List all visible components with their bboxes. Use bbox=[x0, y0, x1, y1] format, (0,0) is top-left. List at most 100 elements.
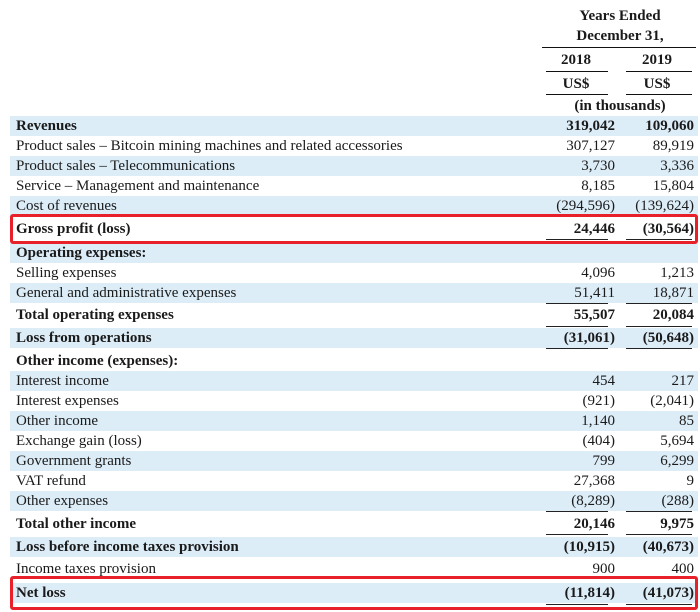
row-label: Product sales – Telecommunications bbox=[16, 158, 236, 174]
value-2019: (40,673) bbox=[642, 539, 694, 555]
currency-2018-rule bbox=[546, 94, 608, 95]
value-2018: 8,185 bbox=[581, 178, 615, 194]
year-2018-rule bbox=[546, 71, 608, 72]
table-row: General and administrative expenses 51,4… bbox=[10, 283, 698, 303]
period-header-line2: December 31, bbox=[576, 28, 664, 44]
value-2019: (50,648) bbox=[642, 330, 694, 346]
year-2018-header: 2018 bbox=[561, 52, 591, 68]
table-row-gross-profit: Gross profit (loss) 24,446 (30,564) bbox=[10, 219, 698, 239]
table-row-total-operating-expenses: Total operating expenses 55,507 20,084 bbox=[10, 305, 698, 325]
row-label: Interest expenses bbox=[16, 393, 119, 409]
value-2019: (30,564) bbox=[642, 221, 694, 237]
table-row-revenues: Revenues 319,042 109,060 bbox=[10, 116, 698, 136]
subtotal-rule-2019 bbox=[626, 534, 692, 535]
highlight-box-gross-profit bbox=[10, 214, 698, 244]
subtotal-rule-2018 bbox=[546, 326, 608, 327]
currency-2018-header: US$ bbox=[562, 76, 590, 92]
table-row: Selling expenses 4,096 1,213 bbox=[10, 263, 698, 283]
value-2019: 89,919 bbox=[652, 138, 694, 154]
currency-2019-header: US$ bbox=[643, 76, 671, 92]
value-2018: 4,096 bbox=[581, 265, 615, 281]
value-2018: 55,507 bbox=[573, 307, 615, 323]
table-row: VAT refund 27,368 9 bbox=[10, 471, 698, 491]
table-row: Other expenses (8,289) (288) bbox=[10, 491, 698, 511]
table-row-section-operating-expenses: Operating expenses: bbox=[10, 243, 698, 263]
value-2019: 5,694 bbox=[660, 433, 694, 449]
value-2019: 15,804 bbox=[652, 178, 694, 194]
year-2019-header: 2019 bbox=[642, 52, 672, 68]
table-row: Product sales – Telecommunications 3,730… bbox=[10, 156, 698, 176]
value-2018: 51,411 bbox=[574, 285, 615, 301]
row-label: Service – Management and maintenance bbox=[16, 178, 260, 194]
value-2018: 900 bbox=[592, 561, 616, 577]
value-2019: (2,041) bbox=[650, 393, 694, 409]
table-row: Service – Management and maintenance 8,1… bbox=[10, 176, 698, 196]
table-row-income-taxes: Income taxes provision 900 400 bbox=[10, 559, 698, 579]
value-2018: (11,814) bbox=[564, 585, 615, 601]
value-2019: 109,060 bbox=[645, 118, 694, 134]
row-label: Total operating expenses bbox=[16, 307, 174, 323]
value-2018: 454 bbox=[592, 373, 616, 389]
row-label: Exchange gain (loss) bbox=[16, 433, 142, 449]
value-2019: 20,084 bbox=[652, 307, 694, 323]
row-label: Total other income bbox=[16, 516, 136, 532]
value-2019: 6,299 bbox=[660, 453, 694, 469]
table-row-loss-from-operations: Loss from operations (31,061) (50,648) bbox=[10, 328, 698, 348]
value-2019: 85 bbox=[679, 413, 694, 429]
row-label: Operating expenses: bbox=[16, 245, 147, 261]
value-2018: (31,061) bbox=[563, 330, 615, 346]
row-label: Other income (expenses): bbox=[16, 353, 179, 369]
subtotal-rule-2019 bbox=[626, 303, 692, 304]
subtotal-rule-2019 bbox=[626, 348, 692, 349]
value-2019: 18,871 bbox=[652, 285, 694, 301]
value-2019: 217 bbox=[671, 373, 695, 389]
value-2018: 307,127 bbox=[566, 138, 615, 154]
value-2018: 1,140 bbox=[581, 413, 615, 429]
value-2018: (294,596) bbox=[556, 198, 615, 214]
value-2019: (41,073) bbox=[642, 585, 694, 601]
subtotal-rule-2018 bbox=[546, 511, 608, 512]
table-row-loss-before-taxes: Loss before income taxes provision (10,9… bbox=[10, 537, 698, 557]
value-2018: 24,446 bbox=[573, 221, 615, 237]
value-2019: 9,975 bbox=[660, 516, 694, 532]
row-label: Selling expenses bbox=[16, 265, 117, 281]
value-2019: (139,624) bbox=[635, 198, 694, 214]
table-row: Interest expenses (921) (2,041) bbox=[10, 391, 698, 411]
row-label: Product sales – Bitcoin mining machines … bbox=[16, 138, 403, 154]
units-header: (in thousands) bbox=[574, 98, 666, 114]
value-2018: (921) bbox=[582, 393, 616, 409]
value-2018: (404) bbox=[582, 433, 616, 449]
value-2019: 9 bbox=[686, 473, 695, 489]
value-2018: 20,146 bbox=[573, 516, 615, 532]
currency-2019-rule bbox=[626, 94, 692, 95]
row-label: Other expenses bbox=[16, 493, 109, 509]
value-2019: 400 bbox=[671, 561, 695, 577]
table-row: Interest income 454 217 bbox=[10, 371, 698, 391]
subtotal-rule-2018 bbox=[546, 348, 608, 349]
row-label: Gross profit (loss) bbox=[16, 221, 131, 237]
table-row: Other income 1,140 85 bbox=[10, 411, 698, 431]
row-label: Net loss bbox=[16, 585, 66, 601]
table-row-cost-of-revenues: Cost of revenues (294,596) (139,624) bbox=[10, 196, 698, 216]
table-row: Exchange gain (loss) (404) 5,694 bbox=[10, 431, 698, 451]
row-label: Interest income bbox=[16, 373, 109, 389]
row-label: Government grants bbox=[16, 453, 132, 469]
table-row-total-other-income: Total other income 20,146 9,975 bbox=[10, 514, 698, 534]
value-2018: 319,042 bbox=[566, 118, 615, 134]
header-rule bbox=[542, 47, 696, 48]
subtotal-rule-2018 bbox=[546, 303, 608, 304]
year-2019-rule bbox=[626, 71, 692, 72]
value-2019: (288) bbox=[661, 493, 695, 509]
row-label: Loss before income taxes provision bbox=[16, 539, 239, 555]
subtotal-rule-2018 bbox=[546, 534, 608, 535]
value-2019: 1,213 bbox=[660, 265, 694, 281]
subtotal-rule-2019 bbox=[626, 326, 692, 327]
value-2018: (8,289) bbox=[571, 493, 615, 509]
table-row: Product sales – Bitcoin mining machines … bbox=[10, 136, 698, 156]
value-2018: 27,368 bbox=[573, 473, 615, 489]
value-2018: 3,730 bbox=[581, 158, 615, 174]
table-row-net-loss: Net loss (11,814) (41,073) bbox=[10, 583, 698, 603]
total-rule-2018 bbox=[546, 239, 608, 240]
row-label: Revenues bbox=[16, 118, 77, 134]
